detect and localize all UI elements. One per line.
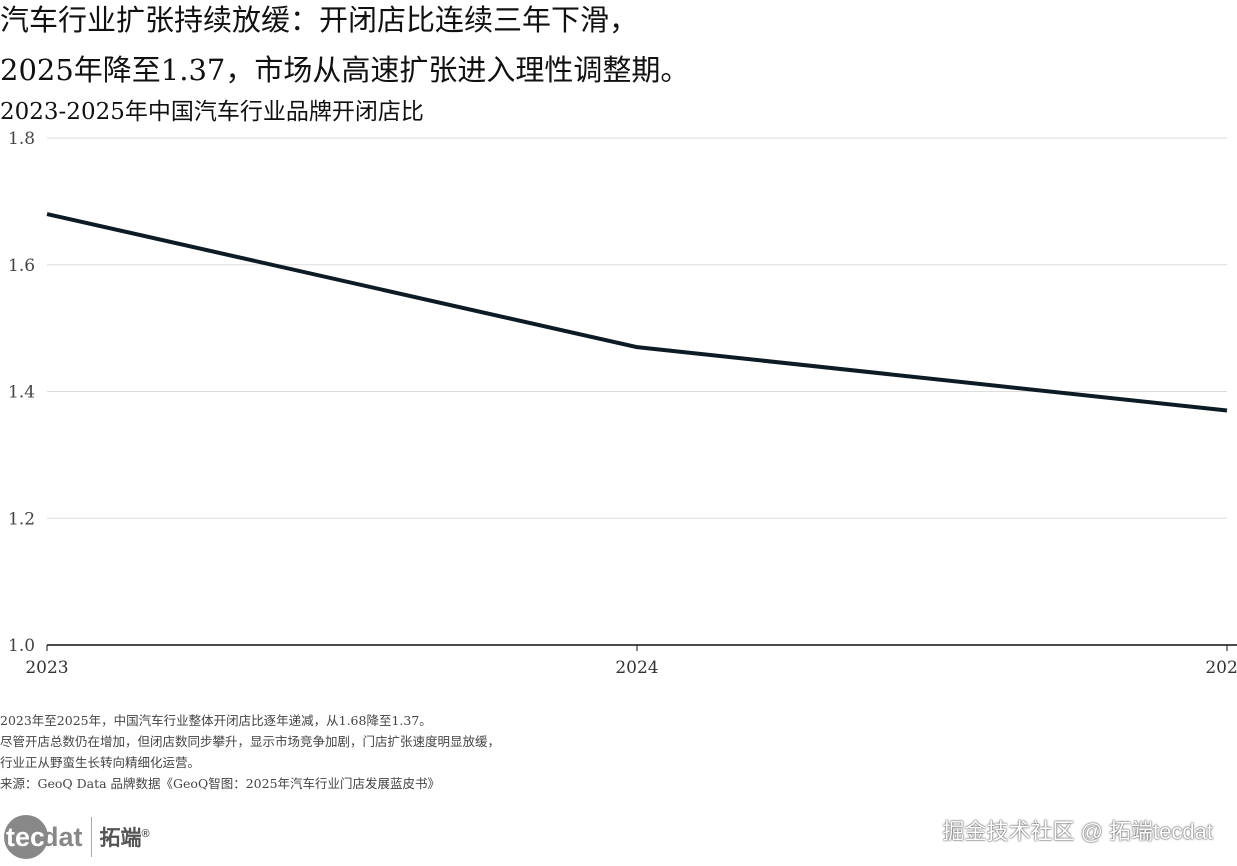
y-tick-label: 1.2 — [8, 509, 35, 529]
logo-circle: tec — [4, 815, 48, 859]
x-tick-label: 2024 — [615, 658, 658, 678]
chart-notes: 2023年至2025年，中国汽车行业整体开闭店比逐年递减，从1.68降至1.37… — [0, 710, 500, 794]
chart-title-line-2: 2025年降至1.37，市场从高速扩张进入理性调整期。 — [0, 53, 690, 87]
logo-cn-text: 拓端 — [99, 827, 142, 850]
chart-title-line-1: 汽车行业扩张持续放缓：开闭店比连续三年下滑， — [0, 3, 639, 37]
line-chart: 1.0 1.2 1.4 1.6 1.8 2023 2024 2025 — [8, 129, 1237, 678]
x-tick-label: 2025 — [1205, 658, 1237, 678]
series-line — [46, 212, 1228, 413]
logo-cn: 拓端® — [100, 822, 150, 852]
logo-text: dat — [42, 821, 83, 852]
chart-subtitle: 2023-2025年中国汽车行业品牌开闭店比 — [0, 99, 424, 125]
y-tick-label: 1.0 — [8, 636, 35, 656]
logo-divider — [90, 817, 92, 857]
y-tick-label: 1.4 — [8, 383, 35, 403]
note-line: 尽管开店总数仍在增加，但闭店数同步攀升，显示市场竞争加剧，门店扩张速度明显放缓， — [0, 734, 501, 749]
watermark: 掘金技术社区 @ 拓端tecdat — [942, 819, 1214, 844]
y-tick-label: 1.6 — [8, 256, 35, 276]
tecdat-logo: tec dat 拓端® — [4, 815, 150, 859]
source-note: 来源：GeoQ Data 品牌数据《GeoQ智图：2025年汽车行业门店发展蓝皮… — [0, 776, 441, 791]
logo-reg: ® — [141, 828, 150, 840]
y-tick-label: 1.8 — [8, 129, 35, 149]
note-line: 2023年至2025年，中国汽车行业整体开闭店比逐年递减，从1.68降至1.37… — [0, 713, 432, 728]
note-line: 行业正从野蛮生长转向精细化运营。 — [0, 755, 201, 770]
x-tick-label: 2023 — [25, 658, 68, 678]
